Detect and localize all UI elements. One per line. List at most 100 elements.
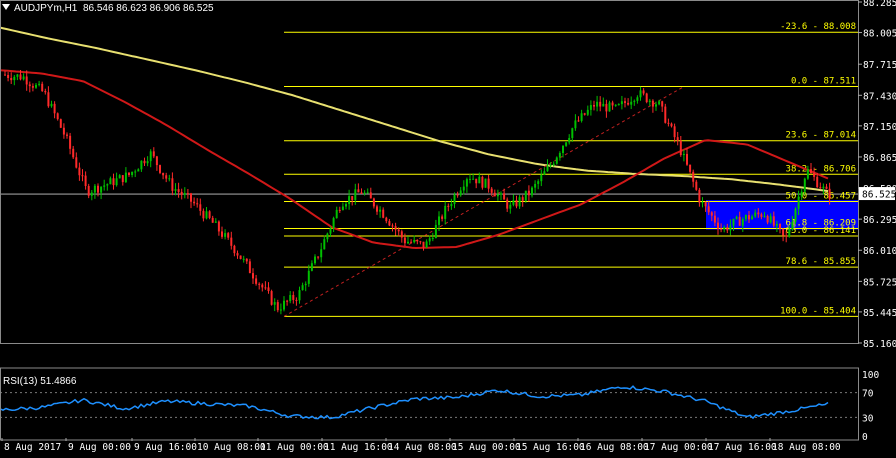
candle-body [472, 178, 475, 180]
candle-body [41, 83, 44, 92]
candle-body [193, 201, 196, 204]
candle-body [726, 227, 729, 231]
candle-body [481, 176, 484, 188]
candle-body [639, 90, 642, 98]
candle-body [791, 221, 794, 230]
candle-body [496, 194, 499, 197]
candle-body [165, 175, 168, 179]
candle-body [236, 253, 239, 256]
candle-body [214, 221, 217, 223]
candle-body [292, 295, 295, 300]
candle-body [180, 191, 183, 195]
price-axis-label: 86.865 [863, 153, 896, 164]
candle-body [794, 208, 797, 222]
candle-body [190, 193, 192, 202]
candle-body [174, 189, 177, 191]
price-axis-label: 86.010 [863, 246, 896, 257]
candle-body [580, 113, 583, 121]
moving-average-layer [0, 26, 829, 250]
candle-body [233, 245, 236, 254]
candle-body [183, 193, 186, 195]
rsi-panel-frame [0, 367, 859, 441]
candle-body [307, 270, 310, 284]
candle-body [124, 172, 127, 183]
candle-body [667, 122, 670, 124]
candle-body [245, 258, 248, 262]
candle-body [258, 283, 261, 285]
candle-body [620, 101, 623, 105]
candle-body [283, 300, 285, 310]
candle-body [62, 127, 65, 135]
price-axis-label: 87.430 [863, 91, 896, 102]
candle-body [679, 140, 682, 156]
candle-body [230, 237, 233, 246]
price-axis-label: 88.005 [863, 29, 896, 40]
candle-body [555, 157, 558, 164]
chart-title[interactable]: AUDJPYm,H1 86.546 86.623 86.906 86.525 [2, 3, 214, 14]
candle-body [31, 86, 34, 88]
candle-body [267, 287, 270, 292]
candle-body [38, 83, 41, 85]
candle-body [475, 178, 478, 184]
candle-body [186, 193, 189, 195]
candle-body [146, 161, 149, 164]
candle-body [562, 145, 564, 154]
candle-body [7, 74, 10, 78]
current-price-box [859, 187, 895, 201]
candle-body [775, 223, 778, 226]
candle-body [503, 193, 506, 200]
candle-body [326, 233, 329, 240]
candle-body [651, 100, 654, 107]
candle-body [397, 229, 400, 232]
time-axis-label: 9 Aug 16:00 [134, 442, 197, 453]
rsi-axis-label: 70 [862, 389, 874, 400]
candle-body [171, 178, 174, 191]
candle-body [661, 101, 664, 107]
fib-label: 100.0 - 85.404 [780, 306, 856, 316]
candle-body [140, 160, 143, 170]
candle-body [221, 231, 223, 237]
candle-body [438, 216, 440, 225]
candle-body [493, 192, 496, 197]
candle-body [314, 256, 316, 264]
candle-body [348, 196, 351, 205]
candle-body [655, 104, 657, 107]
candle-body [28, 84, 31, 87]
candle-body [369, 192, 372, 199]
candle-body [689, 164, 692, 172]
candle-body [261, 284, 264, 288]
candle-body [537, 181, 540, 184]
rsi-line [0, 385, 829, 420]
candle-body [53, 103, 56, 114]
candle-body [490, 188, 493, 193]
candle-body [78, 167, 81, 176]
candle-body [372, 198, 375, 207]
candle-body [112, 178, 115, 186]
price-axis-label: 85.445 [863, 308, 896, 319]
timeframe-label: H1 [64, 3, 78, 14]
fibonacci-layer: -23.6 - 88.008 0.0 - 87.511 23.6 - 87.014 3… [284, 22, 858, 317]
candle-body [785, 235, 788, 237]
candle-body [304, 283, 307, 286]
chart-menu-icon[interactable] [2, 4, 10, 10]
candle-body [168, 178, 171, 180]
candle-body [87, 186, 90, 196]
candle-body [788, 229, 791, 237]
candle-body [478, 176, 481, 184]
candle-body [97, 185, 99, 193]
candle-body [509, 204, 512, 209]
trendline-layer [283, 86, 685, 317]
candle-body [441, 216, 444, 219]
candle-body [84, 175, 87, 187]
candle-body [431, 237, 434, 239]
candle-body [115, 178, 118, 186]
candle-body [121, 175, 124, 183]
candle-body [779, 223, 781, 229]
candle-body [741, 219, 744, 226]
candle-body [410, 241, 413, 243]
candle-body [360, 192, 363, 194]
candle-body [211, 217, 214, 223]
candle-body [673, 126, 676, 138]
candle-body [56, 113, 59, 120]
